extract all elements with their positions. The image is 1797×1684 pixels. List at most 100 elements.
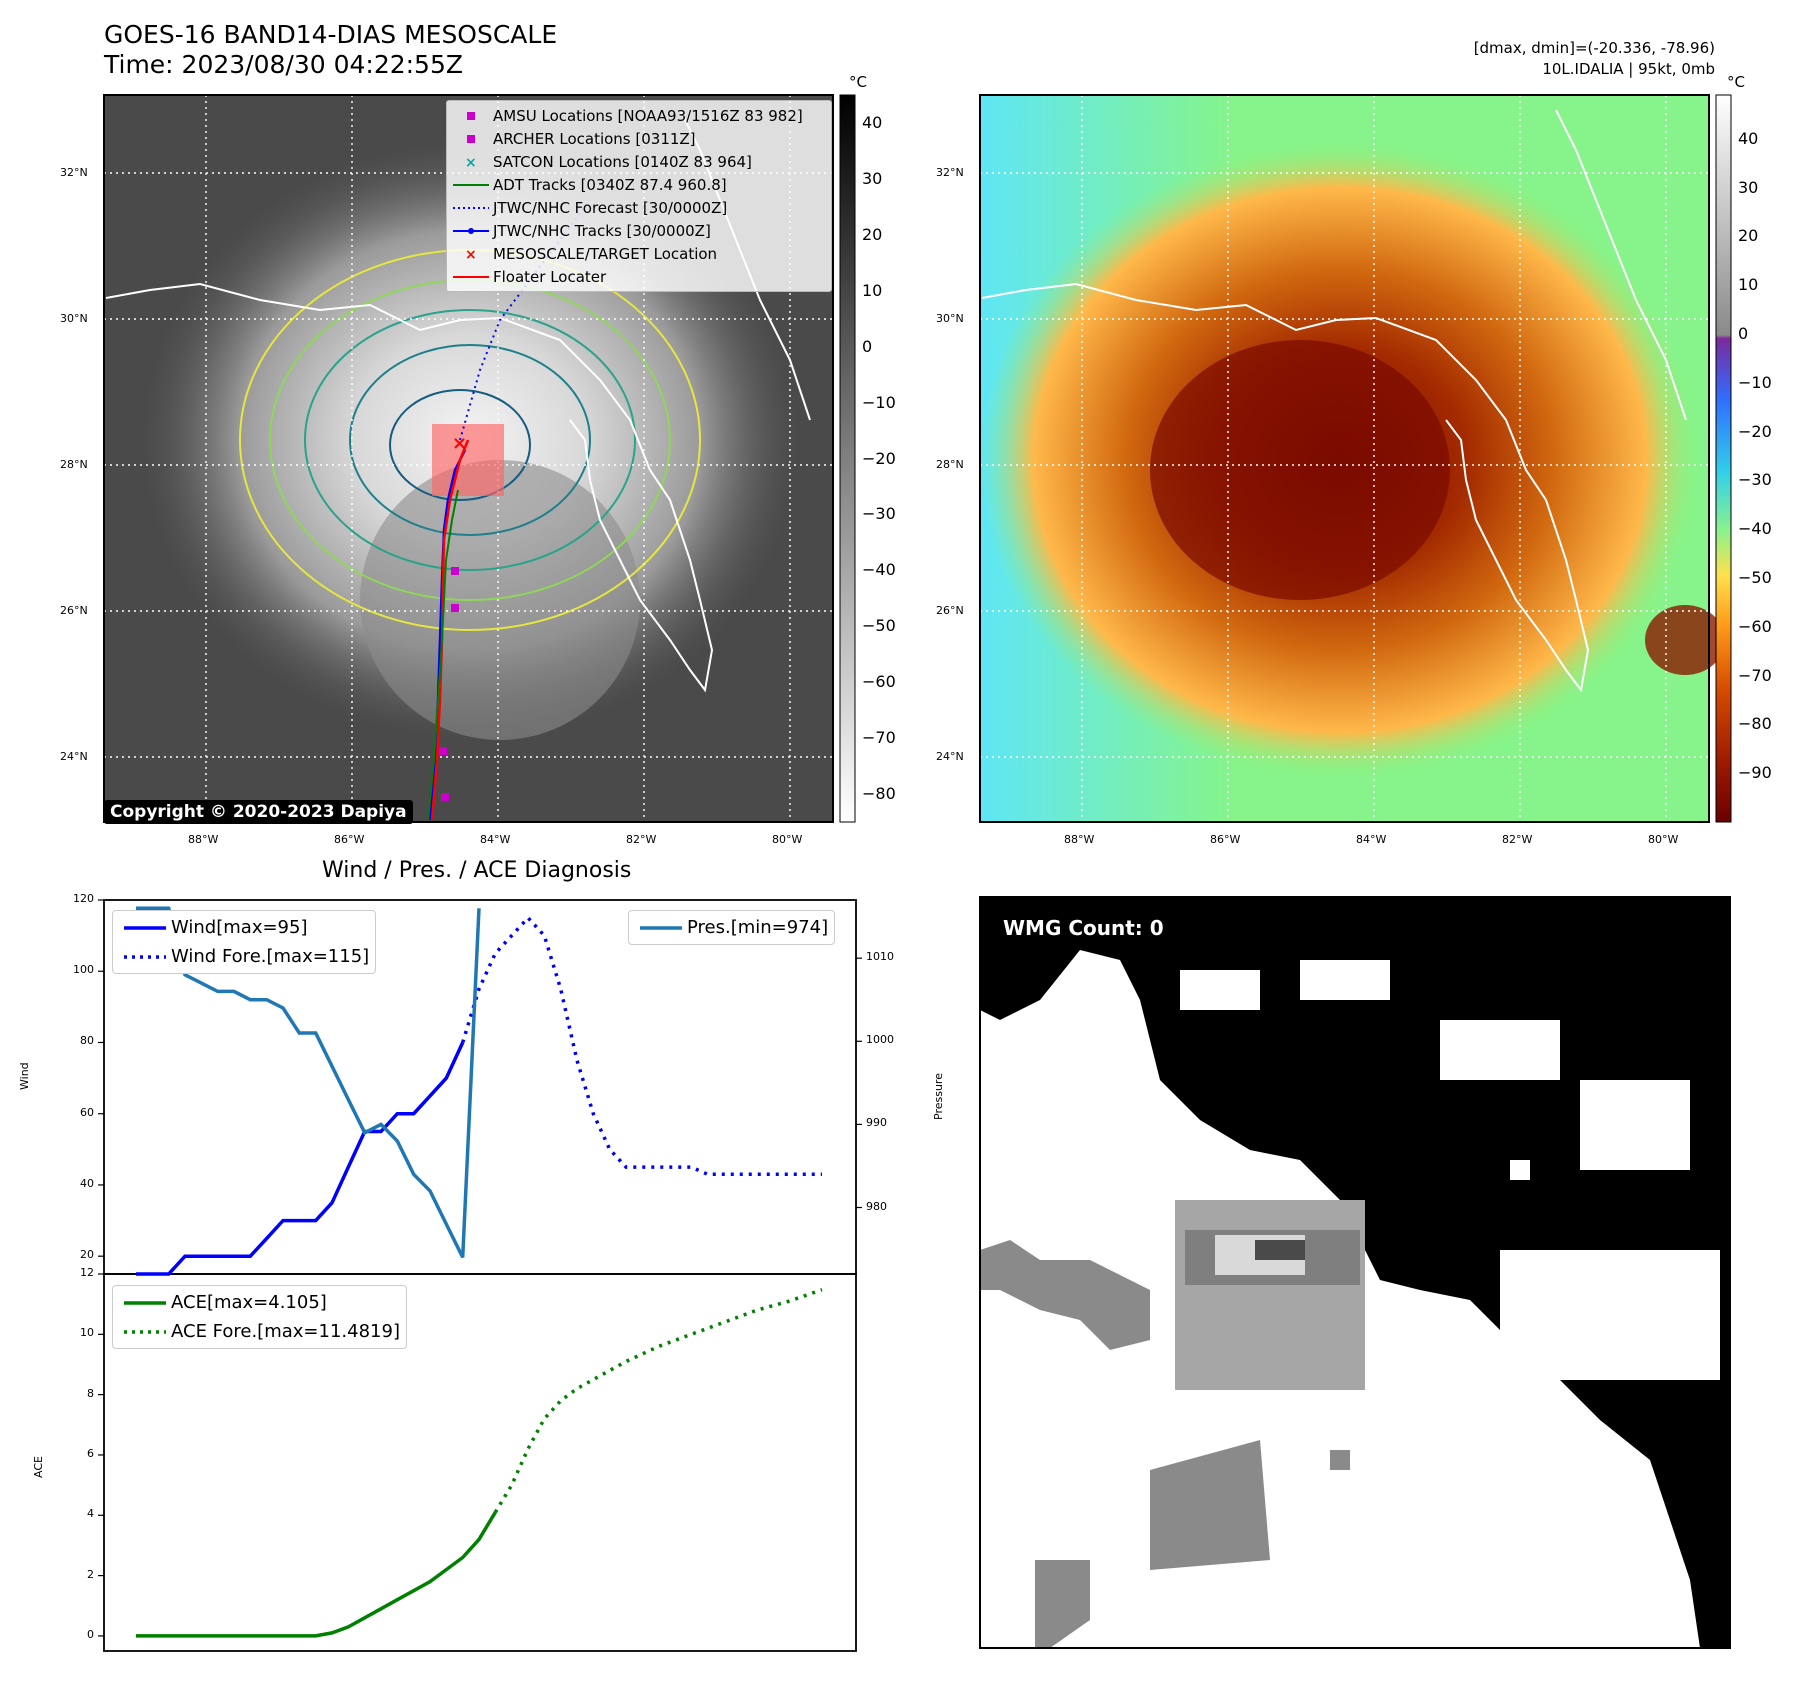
- ir-legend-label: ARCHER Locations [0311Z]: [493, 129, 696, 148]
- ir-lat-32: 32°N: [60, 166, 88, 179]
- ace-tick-label: 6: [87, 1446, 94, 1460]
- wmg-black-regions: [980, 897, 1730, 1648]
- ir-lon-80: 80°W: [772, 833, 803, 846]
- color-gridlines: [980, 95, 1709, 822]
- color-lat-24: 24°N: [936, 750, 964, 763]
- legend-marker-icon: [449, 267, 493, 287]
- ace-legend: ACE[max=4.105] ACE Fore.[max=11.4819]: [112, 1285, 407, 1349]
- ace-series-line-0: [136, 1511, 497, 1638]
- ir-lat-30: 30°N: [60, 312, 88, 325]
- chart-legend-entry: Wind[max=95]: [119, 913, 369, 942]
- chart-legend-entry: ACE[max=4.105]: [119, 1288, 400, 1317]
- legend-marker-icon: [449, 221, 493, 241]
- floater-track: [430, 439, 470, 821]
- ir-legend-label: SATCON Locations [0140Z 83 964]: [493, 152, 752, 171]
- legend-marker-icon: [449, 198, 493, 218]
- ir-legend-label: AMSU Locations [NOAA93/1516Z 83 982]: [493, 106, 803, 125]
- amsu-markers: [439, 567, 459, 801]
- color-colorbar-tick: −90: [1738, 763, 1772, 783]
- legend-line-icon: [119, 1322, 171, 1342]
- ace-tick-label: 0: [87, 1627, 94, 1641]
- color-lat-28: 28°N: [936, 458, 964, 471]
- wind-tick-label: 40: [80, 1176, 94, 1190]
- svg-text:×: ×: [465, 247, 477, 263]
- chart-legend-label: ACE[max=4.105]: [171, 1292, 327, 1313]
- legend-line-icon: [119, 918, 171, 938]
- pressure-legend: Pres.[min=974]: [628, 910, 836, 945]
- color-colorbar: [1715, 94, 1732, 823]
- ir-colorbar-tick: 30: [862, 168, 883, 188]
- wmg-count-label: WMG Count: 0: [995, 913, 1172, 943]
- ir-colorbar-tick: −40: [862, 560, 896, 580]
- ir-colorbar-tick: 20: [862, 224, 883, 244]
- ace-tick-label: 10: [80, 1326, 94, 1340]
- ir-lat-24: 24°N: [60, 750, 88, 763]
- ir-colorbar-tick: −80: [862, 784, 896, 804]
- storm-info-block: [dmax, dmin]=(-20.336, -78.96) 10L.IDALI…: [1474, 38, 1715, 80]
- wind-series-line-1: [461, 915, 822, 1177]
- chart-legend-label: Pres.[min=974]: [687, 917, 829, 938]
- wind-tick-label: 80: [80, 1034, 94, 1048]
- color-colorbar-tick: 0: [1738, 324, 1749, 344]
- ir-legend-entry: JTWC/NHC Tracks [30/0000Z]: [449, 219, 829, 242]
- chart-legend-entry: Pres.[min=974]: [635, 913, 828, 942]
- color-colorbar-tick: −10: [1738, 372, 1772, 392]
- dmax-dmin-text: [dmax, dmin]=(-20.336, -78.96): [1473, 39, 1715, 57]
- legend-line-icon: [119, 1293, 171, 1313]
- ir-lat-26: 26°N: [60, 604, 88, 617]
- chart-legend-label: Wind[max=95]: [171, 917, 308, 938]
- color-lon-82: 82°W: [1502, 833, 1533, 846]
- ir-colorbar-tick: −30: [862, 504, 896, 524]
- wmg-white-holes: [1180, 960, 1720, 1380]
- wind-axis-label: Wind: [18, 1062, 31, 1090]
- color-lon-80: 80°W: [1648, 833, 1679, 846]
- wind-series-line-0: [136, 1041, 465, 1276]
- ir-legend-entry: AMSU Locations [NOAA93/1516Z 83 982]: [449, 104, 829, 127]
- pres-tick-label: 1000: [866, 1033, 894, 1047]
- legend-line-icon: [119, 947, 171, 967]
- color-colorbar-tick: −20: [1738, 421, 1772, 441]
- ir-lat-28: 28°N: [60, 458, 88, 471]
- target-x-marker: ×: [452, 433, 467, 454]
- ir-colorbar-tick: 40: [862, 112, 883, 132]
- color-colorbar-tick: 30: [1738, 177, 1759, 197]
- legend-line-icon: [635, 918, 687, 938]
- chart-legend-entry: Wind Fore.[max=115]: [119, 942, 369, 971]
- ace-tick-label: 8: [87, 1386, 94, 1400]
- ace-tick-label: 2: [87, 1567, 94, 1581]
- ir-colorbar-tick: −10: [862, 392, 896, 412]
- legend-marker-icon: [449, 129, 493, 149]
- ir-legend-entry: × MESOSCALE/TARGET Location: [449, 242, 829, 265]
- ir-legend-label: JTWC/NHC Forecast [30/0000Z]: [493, 198, 728, 217]
- wmg-grey-regions: [980, 1200, 1365, 1648]
- color-colorbar-tick: −60: [1738, 616, 1772, 636]
- ir-colorbar: [839, 94, 856, 823]
- ir-legend-label: MESOSCALE/TARGET Location: [493, 244, 718, 263]
- ir-colorbar-tick: −60: [862, 672, 896, 692]
- ir-legend-entry: ARCHER Locations [0311Z]: [449, 127, 829, 150]
- ir-legend-entry: ADT Tracks [0340Z 87.4 960.8]: [449, 173, 829, 196]
- wind-tick-label: 20: [80, 1248, 94, 1262]
- color-coastline: [981, 282, 1590, 693]
- color-colorbar-tick: −50: [1738, 568, 1772, 588]
- color-colorbar-tick: 40: [1738, 128, 1759, 148]
- legend-marker-icon: [449, 106, 493, 126]
- pres-tick-label: 1010: [866, 950, 894, 964]
- ir-legend-entry: × SATCON Locations [0140Z 83 964]: [449, 150, 829, 173]
- chart-title: GOES-16 BAND14-DIAS MESOSCALE: [104, 20, 558, 49]
- legend-marker-icon: [449, 175, 493, 195]
- wind-tick-label: 100: [73, 963, 94, 977]
- ir-colorbar-tick: −70: [862, 728, 896, 748]
- adt-track: [427, 489, 459, 821]
- ir-lon-88: 88°W: [188, 833, 219, 846]
- ace-axis-label: ACE: [32, 1456, 45, 1478]
- mesoscale-target-box: [432, 424, 504, 496]
- wind-tick-label: 120: [73, 892, 94, 905]
- ace-tick-label: 12: [80, 1266, 94, 1279]
- color-lat-26: 26°N: [936, 604, 964, 617]
- ir-legend: AMSU Locations [NOAA93/1516Z 83 982] ARCH…: [446, 100, 832, 292]
- wmg-panel-bg: [980, 897, 1730, 1648]
- ir-colorbar-unit: °C: [849, 73, 867, 91]
- ir-coastline: [105, 282, 714, 693]
- color-colorbar-tick: −80: [1738, 714, 1772, 734]
